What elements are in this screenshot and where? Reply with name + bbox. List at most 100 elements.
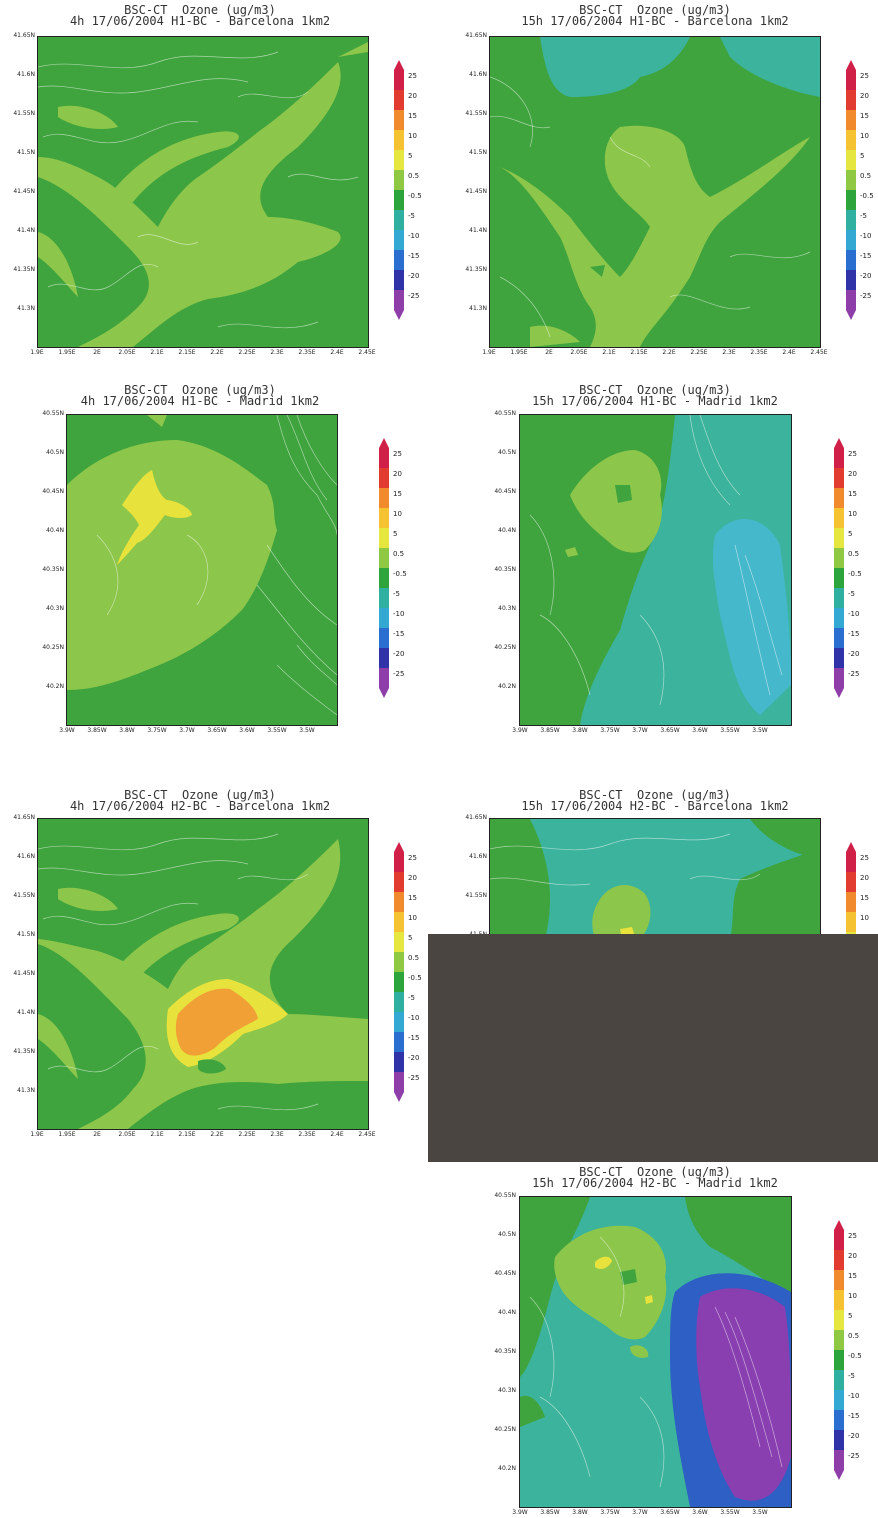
x-tick: 2.2E [210,349,224,356]
x-tick: 1.95E [510,349,528,356]
colorbar: 25 20 15 10 5 0.5 -0.5 -5 -10 -15 -20 -25 [833,438,862,702]
x-tick: 2.35E [750,349,768,356]
colorbar-label: 5 [860,152,865,160]
colorbar-label: 25 [393,450,402,458]
x-tick: 3.6W [692,727,708,734]
colorbar-label: 10 [848,1292,857,1300]
colorbar-label: 5 [393,530,398,538]
colorbar-label: 20 [393,470,402,478]
x-tick: 3.65W [207,727,227,734]
y-tick: 41.5N [469,149,487,156]
colorbar: 25 20 15 10 5 0.5 -0.5 -5 -10 -15 -20 -25 [378,438,407,702]
colorbar-segment [394,1012,404,1032]
colorbar-label: 15 [393,490,402,498]
colorbar-label: -15 [393,630,405,638]
colorbar-segment [846,90,856,110]
colorbar-label: -10 [408,1014,420,1022]
colorbar-label: -0.5 [860,192,874,200]
colorbar-label: -10 [848,610,860,618]
colorbar-segment [379,468,389,488]
colorbar-cap-bottom [846,310,856,320]
colorbar-label: 20 [860,92,869,100]
colorbar-segment [379,548,389,568]
y-tick: 41.6N [17,853,35,860]
y-tick: 41.65N [465,814,487,821]
x-tick: 2.1E [150,349,164,356]
y-tick: 41.55N [465,110,487,117]
colorbar-segment [394,1032,404,1052]
x-tick: 2.2E [662,349,676,356]
x-tick: 1.9E [30,1131,44,1138]
colorbar-segment [834,1290,844,1310]
colorbar-cap-bottom [394,310,404,320]
y-tick: 41.65N [465,32,487,39]
x-tick: 3.6W [692,1509,708,1516]
x-tick: 1.95E [58,1131,76,1138]
colorbar-cap-top [394,60,404,70]
colorbar-segment [379,648,389,668]
y-tick: 41.55N [13,892,35,899]
x-tick: 2E [93,349,101,356]
colorbar-label: 25 [860,72,869,80]
colorbar-segment [394,170,404,190]
colorbar-label: 0.5 [848,1332,860,1340]
y-tick: 41.3N [17,1087,35,1094]
colorbar-cap-top [379,438,389,448]
colorbar-label: 0.5 [848,550,860,558]
y-tick: 40.35N [494,566,516,573]
y-tick: 40.55N [494,1192,516,1199]
colorbar-segment [834,1410,844,1430]
x-tick: 1.95E [58,349,76,356]
colorbar-label: 10 [860,132,869,140]
colorbar: 25 20 15 10 5 0.5 -0.5 -5 -10 -15 -20 -25 [845,60,874,324]
y-tick: 40.45N [494,1270,516,1277]
colorbar-graphic [394,842,404,1102]
panel-title: BSC-CT Ozone (ug/m3) 15h 17/06/2004 H1-B… [532,383,778,408]
x-tick: 2.3E [722,349,736,356]
x-tick: 3.9W [512,727,528,734]
colorbar-label: 15 [848,490,857,498]
x-tick: 3.75W [600,727,620,734]
colorbar-label: -20 [848,650,860,658]
colorbar-label: -5 [848,590,855,598]
contour-map [519,1196,792,1508]
colorbar-label: 25 [848,1232,857,1240]
x-tick: 2.25E [238,349,256,356]
colorbar-segment [394,290,404,310]
panel-title: BSC-CT Ozone (ug/m3) 15h 17/06/2004 H2-B… [521,788,789,813]
y-tick: 40.5N [46,449,64,456]
colorbar-label: 10 [408,914,417,922]
colorbar: 25 20 15 10 5 0.5 -0.5 -5 -10 -15 -20 -25 [393,60,422,324]
y-tick: 40.3N [498,1387,516,1394]
colorbar-label: 5 [408,934,413,942]
colorbar-segment [394,70,404,90]
y-tick: 41.3N [469,305,487,312]
colorbar-cap-top [834,1220,844,1230]
y-tick: 41.35N [13,1048,35,1055]
contour-map [66,414,338,726]
colorbar-label: -15 [848,630,860,638]
contour-map [489,36,821,348]
colorbar-segment [379,568,389,588]
x-tick: 3.55W [720,1509,740,1516]
colorbar-label: -0.5 [393,570,407,578]
x-tick: 2.25E [238,1131,256,1138]
colorbar-segment [834,1310,844,1330]
y-tick: 40.4N [46,527,64,534]
colorbar-segment [834,1370,844,1390]
x-tick: 3.9W [59,727,75,734]
y-tick: 41.6N [469,71,487,78]
y-tick: 41.4N [17,227,35,234]
panel-title: BSC-CT Ozone (ug/m3) 4h 17/06/2004 H2-BC… [69,788,331,813]
colorbar-cap-bottom [394,1092,404,1102]
y-tick: 40.35N [494,1348,516,1355]
colorbar-label: 15 [860,112,869,120]
y-tick: 41.45N [465,188,487,195]
x-tick: 1.9E [30,349,44,356]
colorbar-label: 0.5 [408,954,420,962]
x-tick: 2E [93,1131,101,1138]
y-tick: 41.35N [465,266,487,273]
y-tick: 40.35N [42,566,64,573]
colorbar-segment [834,1430,844,1450]
colorbar-label: -5 [848,1372,855,1380]
